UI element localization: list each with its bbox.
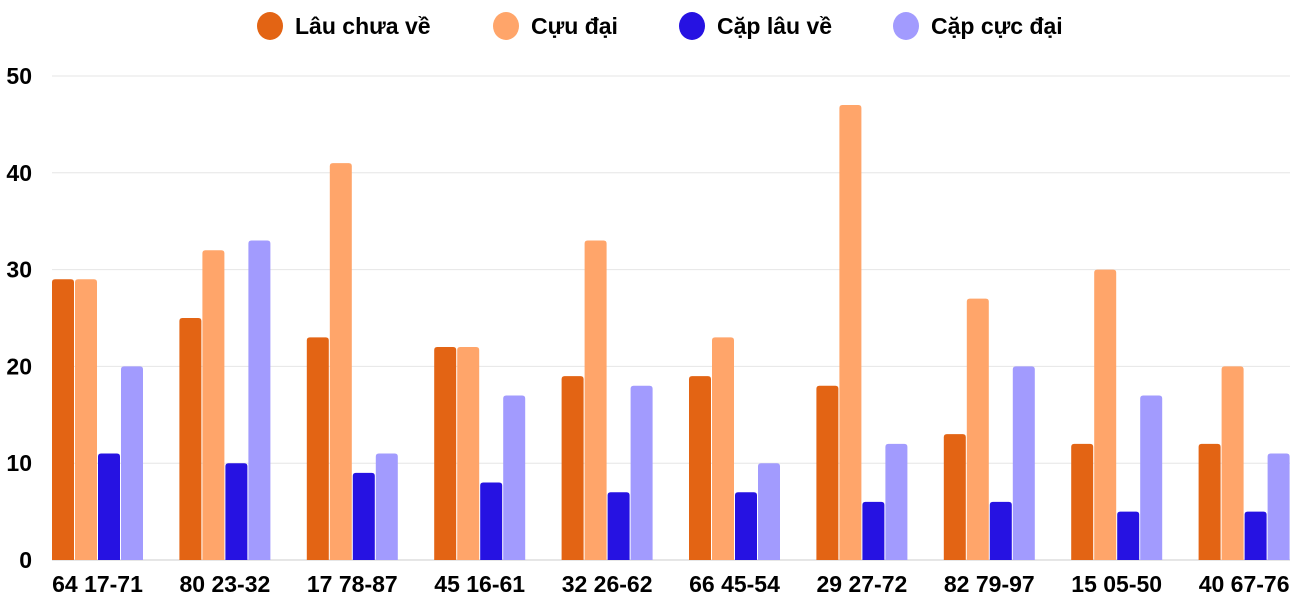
bar	[480, 482, 503, 560]
legend-marker	[493, 12, 519, 40]
legend-marker	[893, 12, 919, 40]
bar	[457, 347, 480, 560]
y-tick-label: 0	[19, 547, 32, 573]
bar	[1198, 443, 1221, 560]
x-axis: 64 17-71 80 23-32 17 78-87 45 16-61 32 26-62…	[52, 571, 1289, 597]
bar	[989, 501, 1012, 560]
bar	[735, 492, 757, 560]
legend-marker	[679, 12, 705, 40]
bar	[1071, 443, 1094, 560]
bar	[1267, 453, 1290, 560]
y-tick-label: 30	[6, 257, 32, 283]
bar	[434, 347, 457, 560]
bar	[1221, 366, 1244, 560]
bar	[329, 163, 352, 560]
bar	[503, 395, 526, 560]
y-tick-label: 20	[6, 353, 32, 379]
bar	[1094, 269, 1117, 560]
bar	[689, 376, 711, 560]
bar	[607, 492, 630, 560]
bar	[225, 463, 248, 560]
x-tick-label: 32 26-62	[562, 571, 653, 597]
bars	[52, 105, 1290, 561]
x-tick-label: 64 17-71	[52, 571, 143, 597]
bar	[1117, 511, 1140, 560]
legend-label: Cựu đại	[531, 13, 618, 39]
y-tick-label: 40	[6, 160, 32, 186]
x-tick-label: 45 16-61	[434, 571, 525, 597]
legend: Lâu chưa về Cựu đại Cặp lâu về Cặp cực đại	[257, 12, 1063, 40]
legend-label: Lâu chưa về	[295, 13, 431, 39]
x-tick-label: 82 79-97	[944, 571, 1035, 597]
bar	[712, 337, 734, 560]
bar	[561, 376, 584, 560]
bar	[98, 453, 120, 560]
bar	[75, 279, 97, 560]
x-tick-label: 17 78-87	[307, 571, 398, 597]
bar	[758, 463, 780, 560]
bar	[1012, 366, 1035, 560]
bar	[352, 472, 375, 560]
x-tick-label: 15 05-50	[1071, 571, 1162, 597]
x-tick-label: 29 27-72	[816, 571, 907, 597]
bar	[943, 434, 966, 560]
bar	[121, 366, 143, 560]
legend-label: Cặp lâu về	[717, 13, 832, 39]
y-axis: 0 10 20 30 40 50	[6, 63, 32, 573]
bar	[179, 318, 202, 560]
bar	[375, 453, 398, 560]
bar	[1244, 511, 1267, 560]
y-tick-label: 10	[6, 450, 32, 476]
bar	[1140, 395, 1163, 560]
x-tick-label: 66 45-54	[689, 571, 780, 597]
bar	[885, 443, 908, 560]
bar	[839, 105, 862, 560]
bar	[248, 240, 271, 560]
bar	[52, 279, 74, 560]
x-tick-label: 40 67-76	[1199, 571, 1290, 597]
x-tick-label: 80 23-32	[179, 571, 270, 597]
legend-marker	[257, 12, 283, 40]
bar	[630, 385, 653, 560]
bar	[306, 337, 329, 560]
bar	[816, 385, 839, 560]
legend-label: Cặp cực đại	[931, 13, 1063, 39]
bar	[584, 240, 607, 560]
bar	[862, 501, 885, 560]
bar	[202, 250, 225, 561]
y-tick-label: 50	[6, 63, 32, 89]
bar	[966, 298, 989, 560]
